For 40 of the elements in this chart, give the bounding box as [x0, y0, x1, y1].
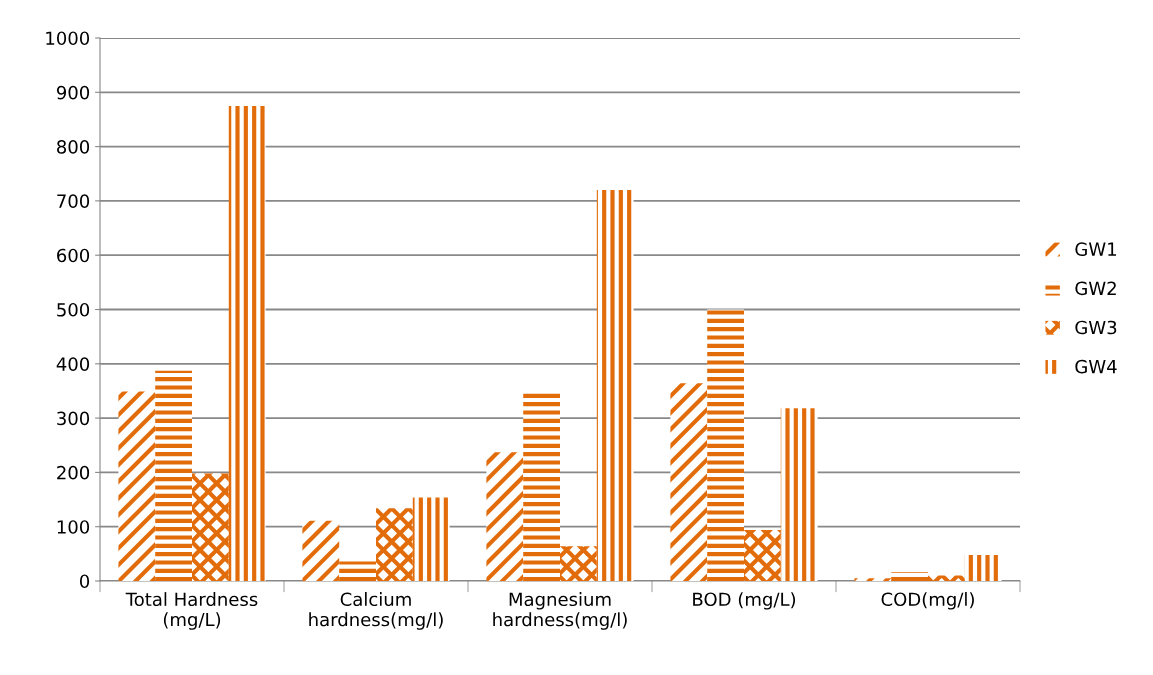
bar	[891, 572, 928, 581]
x-tick-label: Calcium hardness(mg/l)	[309, 592, 443, 630]
bar	[412, 497, 450, 581]
bar	[118, 391, 156, 581]
bar	[780, 408, 818, 581]
bar	[302, 520, 340, 581]
x-tick-label: BOD (mg/L)	[693, 592, 796, 610]
bar	[744, 529, 781, 581]
bar	[192, 473, 229, 581]
bar	[486, 452, 524, 581]
bar	[155, 370, 192, 581]
y-tick-label: 400	[56, 357, 90, 371]
bar	[339, 561, 376, 581]
y-tick-label: 1000	[46, 31, 90, 46]
y-tick-label: 800	[57, 140, 90, 154]
y-tick-label: 500	[57, 302, 90, 317]
bar	[596, 190, 634, 581]
y-tick-label: 900	[56, 85, 90, 100]
bar	[928, 575, 965, 581]
y-tick-label: 600	[57, 248, 90, 263]
y-tick-label: 300	[57, 411, 90, 426]
x-tick-label: Total Hardness (mg/L)	[125, 592, 258, 630]
bar	[854, 578, 892, 581]
y-tick-label: 200	[57, 465, 90, 480]
legend-label: GW3	[1075, 320, 1117, 335]
y-tick-label: 100	[57, 520, 90, 534]
bar	[707, 309, 744, 581]
bar	[670, 383, 708, 581]
y-tick-label: 0	[79, 574, 90, 589]
legend-label: GW4	[1075, 359, 1117, 374]
bar	[560, 546, 597, 581]
y-tick-label: 700	[57, 194, 90, 209]
x-tick-label: Magnesium hardness(mg/l)	[493, 592, 627, 630]
bar	[964, 554, 1002, 581]
legend-label: GW1	[1075, 242, 1116, 257]
bar	[523, 391, 560, 581]
bar	[376, 508, 413, 581]
legend-label: GW2	[1075, 281, 1116, 296]
bar	[228, 105, 266, 581]
x-tick-label: COD(mg/l)	[881, 592, 974, 610]
